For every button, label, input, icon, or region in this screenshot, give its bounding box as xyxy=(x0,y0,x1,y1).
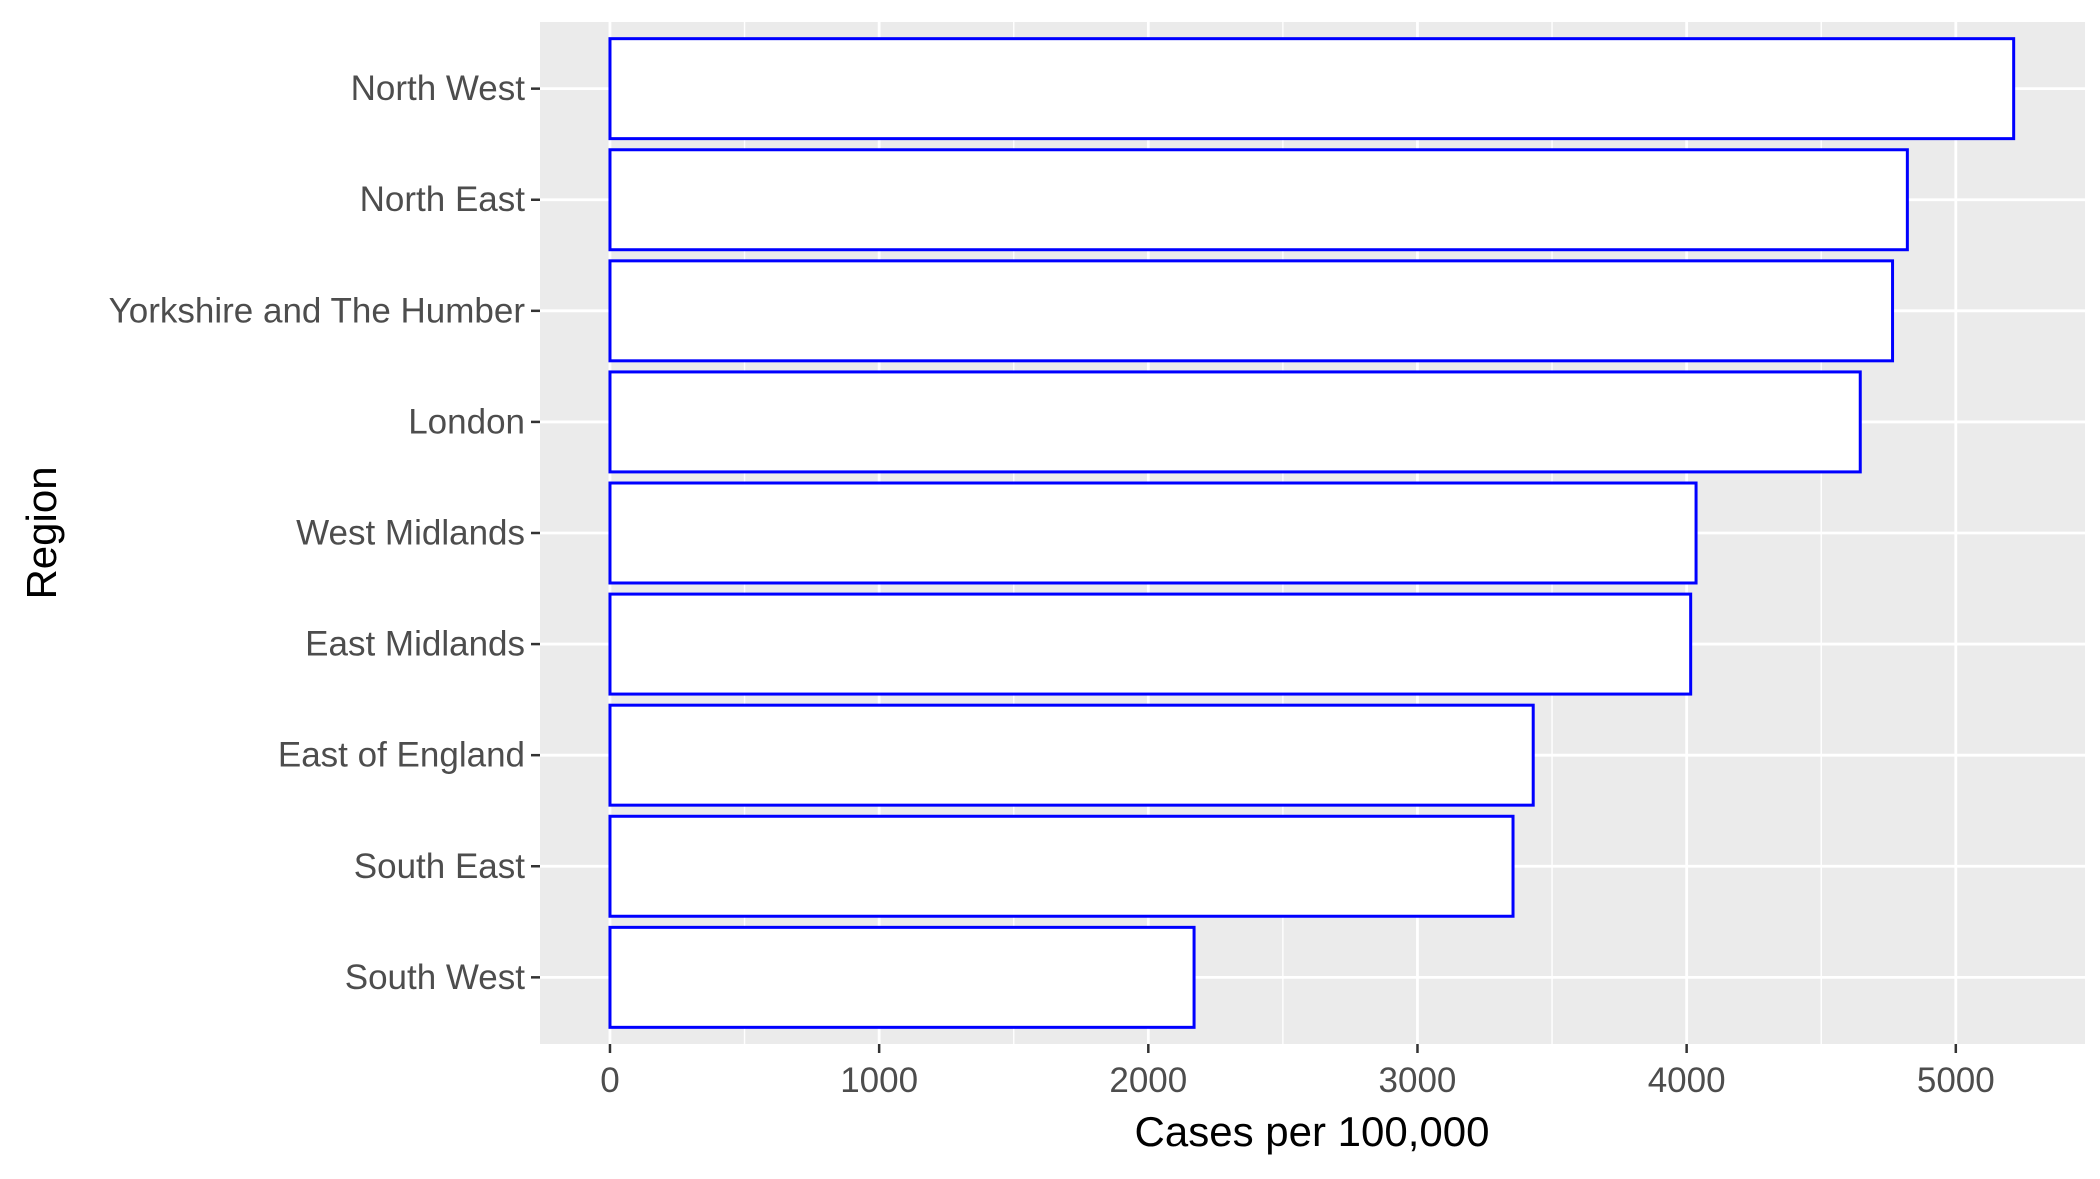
x-tick-label: 3000 xyxy=(1379,1061,1457,1100)
y-tick-label: South East xyxy=(354,847,525,886)
y-tick-label: West Midlands xyxy=(296,514,525,553)
bar xyxy=(608,814,1515,918)
bars xyxy=(608,37,2016,1029)
bar xyxy=(608,37,2016,141)
y-tick-label: East Midlands xyxy=(305,625,525,664)
x-tick-label: 2000 xyxy=(1109,1061,1187,1100)
bar xyxy=(608,148,1909,252)
y-axis-title: Region xyxy=(18,466,65,599)
bar xyxy=(608,370,1862,474)
bar xyxy=(608,925,1196,1029)
y-tick-label: Yorkshire and The Humber xyxy=(109,291,526,330)
x-axis: 0 1000 2000 3000 4000 5000 xyxy=(600,1044,1995,1100)
y-tick-label: East of England xyxy=(278,736,525,775)
y-axis: South West South East East of England East … xyxy=(109,69,540,997)
x-tick-label: 0 xyxy=(600,1061,619,1100)
y-tick-label: South West xyxy=(345,958,526,997)
bar xyxy=(608,481,1698,585)
y-tick-label: North West xyxy=(351,69,526,108)
bar xyxy=(608,592,1693,696)
x-tick-label: 1000 xyxy=(840,1061,918,1100)
y-tick-label: London xyxy=(408,402,525,441)
y-tick-label: North East xyxy=(360,180,526,219)
bar xyxy=(608,259,1895,363)
x-tick-label: 4000 xyxy=(1648,1061,1726,1100)
bar xyxy=(608,703,1535,807)
x-axis-title: Cases per 100,000 xyxy=(1135,1108,1490,1155)
x-tick-label: 5000 xyxy=(1917,1061,1995,1100)
